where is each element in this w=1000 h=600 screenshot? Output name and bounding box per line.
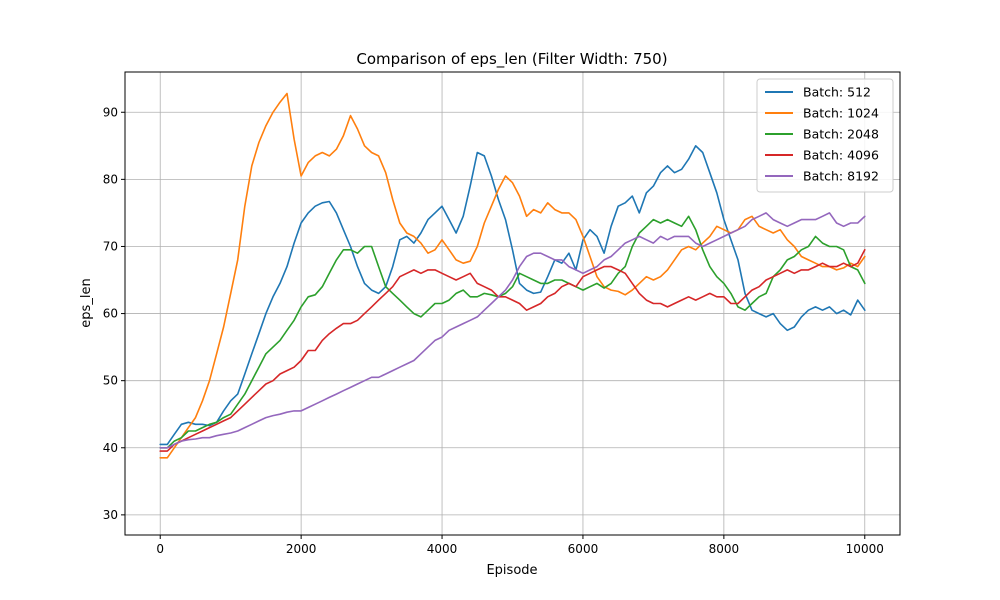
x-tick-label: 0 (156, 542, 164, 556)
y-tick-label: 60 (103, 307, 118, 321)
axis-ticks: 0 2000 4000 6000 8000 10000 30 40 50 60 70 80 90 (103, 105, 884, 556)
series-lines (159, 92, 866, 459)
legend: Batch: 512 Batch: 1024 Batch: 2048 Batch: 4… (756, 78, 894, 193)
series-line-1 (159, 145, 866, 446)
series-line-2 (159, 92, 866, 459)
x-tick-label: 6000 (568, 542, 599, 556)
legend-entry-label: Batch: 512 (803, 85, 871, 100)
x-tick-label: 10000 (846, 542, 884, 556)
y-tick-label: 30 (103, 508, 118, 522)
plot-frame (124, 71, 901, 536)
x-tick-label: 8000 (709, 542, 740, 556)
legend-entry-label: Batch: 1024 (803, 106, 879, 121)
legend-entry-label: Batch: 4096 (803, 148, 879, 163)
x-tick-label: 2000 (286, 542, 317, 556)
x-axis-label: Episode (486, 563, 537, 578)
series-line-5 (159, 212, 866, 449)
y-tick-label: 50 (103, 374, 118, 388)
y-tick-label: 80 (103, 172, 118, 186)
legend-entry-label: Batch: 2048 (803, 127, 879, 142)
y-tick-label: 90 (103, 105, 118, 119)
legend-entry-label: Batch: 8192 (803, 169, 879, 184)
chart-title: Comparison of eps_len (Filter Width: 750… (356, 50, 667, 69)
y-tick-label: 40 (103, 441, 118, 455)
series-line-4 (159, 249, 866, 452)
y-tick-label: 70 (103, 239, 118, 253)
y-axis-label: eps_len (79, 278, 94, 327)
x-tick-label: 4000 (427, 542, 458, 556)
series-line-3 (159, 215, 866, 449)
legend-box (756, 78, 894, 193)
